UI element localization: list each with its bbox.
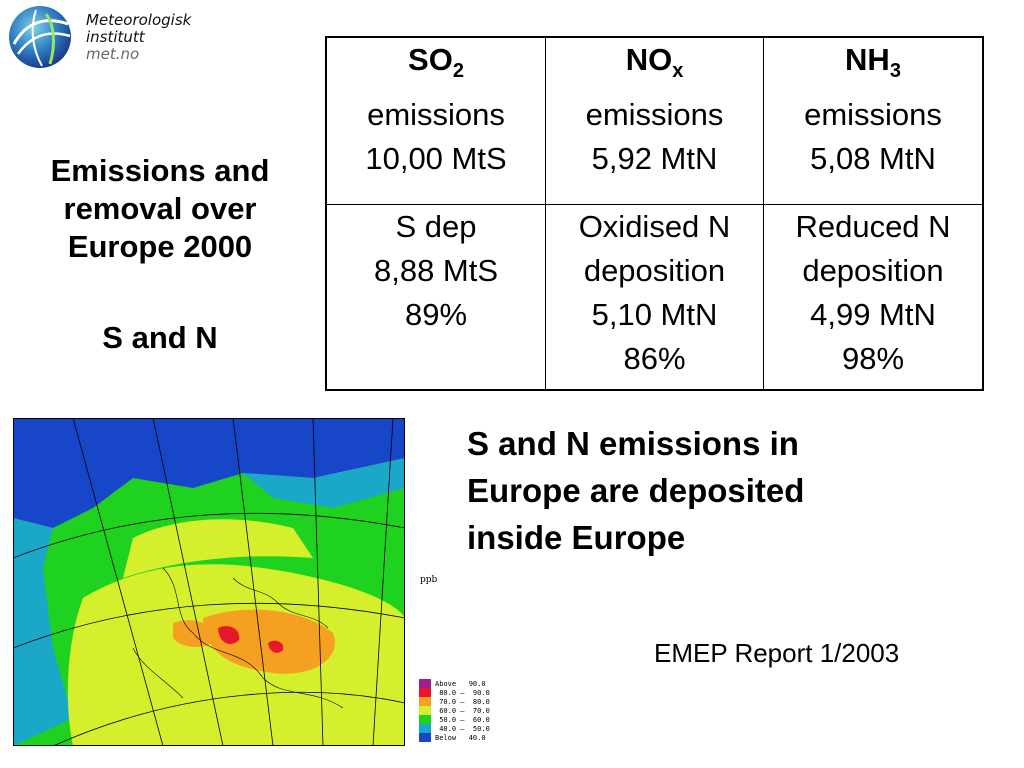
s-dep-line-1: S dep xyxy=(395,209,477,244)
conclusion-line-3: inside Europe xyxy=(467,519,686,556)
legend-label: 70.0 – 80.0 xyxy=(435,697,490,706)
reduced-n-cell: Reduced N deposition 4,99 MtN 98% xyxy=(763,204,984,391)
legend-swatch xyxy=(419,697,431,706)
legend-label: 40.0 – 50.0 xyxy=(435,724,490,733)
nh3-label: emissions xyxy=(804,97,942,133)
so2-header: SO2 xyxy=(408,42,464,83)
emissions-row: SO2 emissions 10,00 MtS NOx emissions 5,… xyxy=(325,36,984,205)
legend-label: 50.0 – 60.0 xyxy=(435,715,490,724)
legend-label: Above 90.0 xyxy=(435,679,486,688)
ox-n-line-2: deposition xyxy=(583,253,726,288)
slide-title: Emissions and removal over Europe 2000 xyxy=(10,152,310,266)
globe-icon xyxy=(9,6,71,68)
s-deposition-cell: S dep 8,88 MtS 89% xyxy=(325,204,546,391)
legend-unit: ppb xyxy=(420,575,438,585)
conclusion-line-1: S and N emissions in xyxy=(467,425,799,462)
so2-value: 10,00 MtS xyxy=(365,141,507,177)
legend-swatch xyxy=(419,688,431,697)
red-n-line-1: Reduced N xyxy=(795,209,951,244)
red-n-line-4: 98% xyxy=(841,341,905,376)
oxidised-n-cell: Oxidised N deposition 5,10 MtN 86% xyxy=(545,204,764,391)
nh3-value: 5,08 MtN xyxy=(810,141,936,177)
ox-n-line-3: 5,10 MtN xyxy=(591,297,718,332)
legend-label: Below 40.0 xyxy=(435,733,486,742)
nh3-emissions-cell: NH3 emissions 5,08 MtN xyxy=(763,36,984,205)
legend-label: 60.0 – 70.0 xyxy=(435,706,490,715)
legend-row: 50.0 – 60.0 xyxy=(419,715,490,724)
legend-row: 70.0 – 80.0 xyxy=(419,697,490,706)
legend-swatch xyxy=(419,724,431,733)
ox-n-line-4: 86% xyxy=(623,341,686,376)
logo-line-2: institutt xyxy=(86,28,145,46)
legend-label: 80.0 – 90.0 xyxy=(435,688,490,697)
s-dep-line-2: 8,88 MtS xyxy=(373,253,499,288)
legend-swatch xyxy=(419,733,431,742)
conclusion-text: S and N emissions in Europe are deposite… xyxy=(467,420,987,561)
logo-line-1: Meteorologisk xyxy=(86,11,192,29)
source-reference: EMEP Report 1/2003 xyxy=(654,638,900,668)
legend-row: Below 40.0 xyxy=(419,733,490,742)
legend-swatch xyxy=(419,715,431,724)
legend-row: 60.0 – 70.0 xyxy=(419,706,490,715)
legend-row: Above 90.0 xyxy=(419,679,490,688)
ox-n-line-1: Oxidised N xyxy=(578,209,731,244)
nh3-header: NH3 xyxy=(845,42,901,83)
title-line-3: Europe 2000 xyxy=(67,229,253,264)
legend-swatch xyxy=(419,679,431,688)
slide-subtitle: S and N xyxy=(102,320,218,355)
s-dep-line-3: 89% xyxy=(404,297,468,332)
legend-swatch xyxy=(419,706,431,715)
nox-value: 5,92 MtN xyxy=(591,141,718,177)
map-legend: Above 90.0 80.0 – 90.0 70.0 – 80.0 60.0 … xyxy=(419,679,490,742)
title-line-1: Emissions and xyxy=(50,153,270,188)
met-logo: Meteorologisk institutt met.no xyxy=(6,4,206,70)
red-n-line-3: 4,99 MtN xyxy=(810,297,936,332)
so2-label: emissions xyxy=(367,97,505,133)
red-n-line-2: deposition xyxy=(802,253,944,288)
nox-label: emissions xyxy=(585,97,724,133)
nox-header: NOx xyxy=(625,42,684,83)
nox-emissions-cell: NOx emissions 5,92 MtN xyxy=(545,36,764,205)
emissions-table: SO2 emissions 10,00 MtS NOx emissions 5,… xyxy=(325,36,984,391)
so2-emissions-cell: SO2 emissions 10,00 MtS xyxy=(325,36,546,205)
conclusion-line-2: Europe are deposited xyxy=(467,472,805,509)
logo-line-3: met.no xyxy=(86,45,140,63)
logo-text: Meteorologisk institutt met.no xyxy=(86,12,191,63)
legend-row: 40.0 – 50.0 xyxy=(419,724,490,733)
title-line-2: removal over xyxy=(63,191,257,226)
deposition-row: S dep 8,88 MtS 89% Oxidised N deposition… xyxy=(325,204,984,391)
europe-concentration-map xyxy=(13,418,405,746)
legend-row: 80.0 – 90.0 xyxy=(419,688,490,697)
